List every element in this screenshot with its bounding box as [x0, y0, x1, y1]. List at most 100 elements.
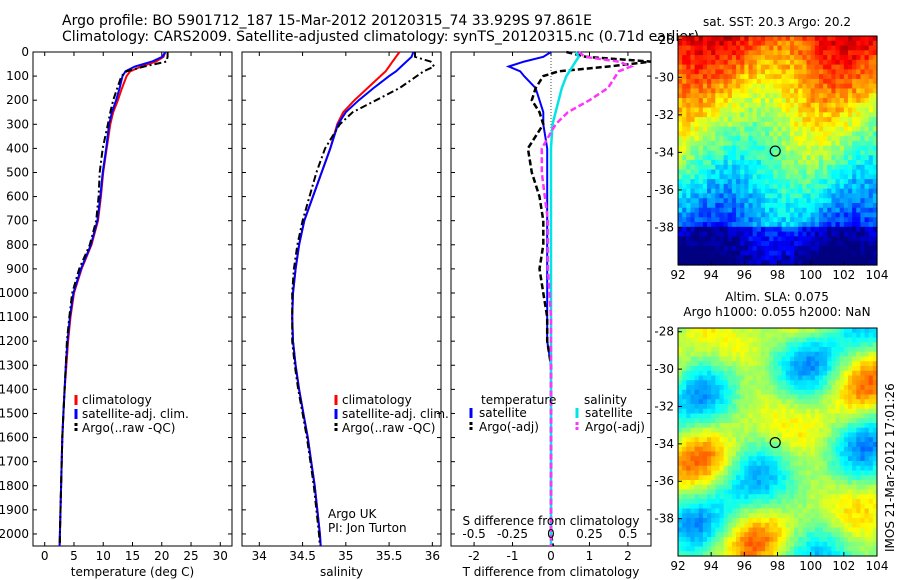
map-cell [702, 40, 708, 47]
map-cell [740, 250, 745, 257]
map-cell [773, 217, 779, 223]
map-cell [702, 337, 708, 343]
map-cell [686, 183, 692, 190]
x-tick-label: -1 [507, 549, 519, 563]
map-cell [740, 188, 745, 195]
map-cell [860, 470, 866, 476]
map-cell [715, 98, 721, 104]
map-cell [773, 494, 779, 500]
map-cell [843, 245, 849, 252]
map-cell [765, 404, 770, 410]
map-cell [860, 260, 866, 266]
map-cell [810, 370, 816, 377]
annotation-line: Argo UK [328, 507, 377, 521]
map-cell [860, 64, 866, 70]
map-cell [744, 494, 750, 500]
map-cell [690, 446, 696, 453]
map-cell [744, 361, 750, 367]
map-cell [839, 499, 845, 505]
map-cell [785, 508, 791, 514]
map-cell [744, 385, 750, 391]
map-cell [678, 351, 683, 358]
map-cell [806, 399, 812, 405]
map-cell [798, 342, 803, 348]
map-cell [760, 202, 766, 209]
map-cell [868, 546, 874, 552]
map-cell [748, 155, 754, 161]
map-cell [827, 36, 832, 42]
map-cell [839, 527, 845, 533]
map-cell [760, 255, 766, 261]
map-cell [702, 121, 708, 128]
map-cell [860, 226, 866, 233]
map-cell [707, 456, 712, 462]
map-cell [756, 212, 762, 218]
map-cell [748, 36, 754, 42]
map-cell [736, 260, 741, 266]
map-cell [769, 40, 774, 47]
map-cell [843, 217, 849, 223]
map-cells [678, 328, 878, 557]
map-cell [769, 202, 774, 209]
map-cell [852, 217, 857, 223]
map-cell [744, 40, 750, 47]
map-cell [818, 50, 824, 56]
map-cell [806, 88, 812, 94]
map-cell [698, 59, 704, 66]
map-cell [789, 117, 795, 123]
map-cell [723, 489, 729, 495]
map-cell [802, 74, 808, 80]
map-cell [802, 236, 808, 242]
map-cell [843, 451, 849, 457]
map-cell [719, 169, 725, 175]
map-cell [872, 541, 878, 548]
map-cell [781, 160, 787, 166]
map-cell [831, 83, 837, 90]
map-cell [818, 40, 824, 47]
map-cell [748, 188, 754, 195]
map-cell [785, 117, 791, 123]
map-cell [823, 45, 828, 51]
map-cell [847, 64, 853, 70]
map-cell [852, 432, 857, 438]
map-cell [798, 551, 803, 557]
map-cell [856, 503, 862, 510]
series-line-argo---raw--qc- [58, 52, 169, 546]
map-cell [831, 413, 837, 419]
map-cell [781, 527, 787, 533]
map-cell [781, 179, 787, 185]
map-cell [827, 145, 832, 152]
map-cell [814, 451, 820, 457]
map-cell [847, 202, 853, 209]
map-cell [823, 245, 828, 252]
map-cell [698, 475, 704, 481]
map-cell [831, 226, 837, 233]
map-cell [765, 370, 770, 377]
map-cell [702, 245, 708, 252]
map-cell [864, 465, 870, 472]
map-cell [698, 78, 704, 85]
map-cell [818, 527, 824, 533]
map-cell [794, 93, 799, 99]
map-cell [765, 69, 770, 75]
map-cell [843, 470, 849, 476]
map-cell [698, 183, 704, 190]
map-cell [852, 140, 857, 147]
map-cell [715, 145, 721, 152]
map-cell [835, 231, 841, 237]
map-cell [756, 98, 762, 104]
map-cell [798, 451, 803, 457]
map-cell [769, 83, 774, 90]
map-cell [686, 432, 692, 438]
map-cell [872, 456, 878, 462]
map-cell [860, 328, 866, 334]
map-cell [852, 342, 857, 348]
map-cell [864, 522, 870, 529]
map-cell [847, 164, 853, 171]
map-cell [707, 518, 712, 524]
map-cell [831, 198, 837, 204]
map-cell [860, 83, 866, 90]
map-cell [727, 551, 733, 557]
map-cell [769, 418, 774, 424]
map-cell [702, 532, 708, 538]
